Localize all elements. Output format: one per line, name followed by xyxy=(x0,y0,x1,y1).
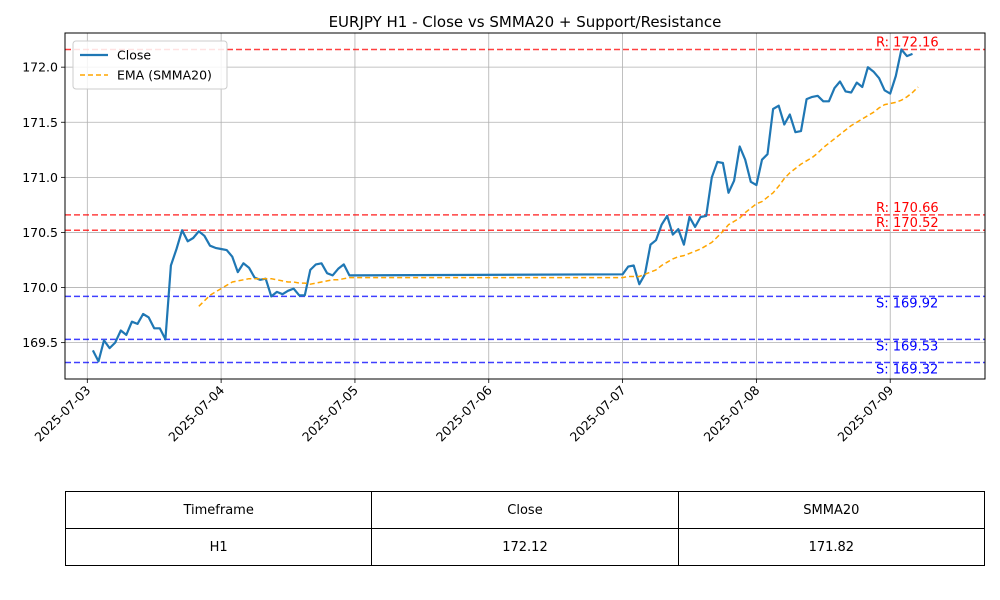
table-header-cell: Close xyxy=(371,491,679,529)
table-header-cell: Timeframe xyxy=(64,491,373,529)
support-resistance-levels: R: 172.16 R: 170.66R: 170.52 S: 169.92 S: 1… xyxy=(65,36,985,377)
y-tick-label: 171.5 xyxy=(22,115,58,130)
x-tick-label: 2025-07-04 xyxy=(165,382,227,444)
support-label: S: 169.32 xyxy=(876,362,938,377)
legend-label: Close xyxy=(117,48,151,63)
x-tick-label: 2025-07-03 xyxy=(31,383,93,445)
resistance-label: R: 170.52 xyxy=(876,216,939,231)
x-tick-label: 2025-07-08 xyxy=(701,382,763,444)
y-tick-label: 169.5 xyxy=(22,335,58,350)
x-tick-label: 2025-07-05 xyxy=(299,383,361,445)
table-header-cell: SMMA20 xyxy=(677,491,986,529)
support-label: S: 169.53 xyxy=(876,339,938,354)
x-tick-label: 2025-07-06 xyxy=(433,382,495,444)
legend: Close EMA (SMMA20) xyxy=(72,40,228,90)
table-row: H1 172.12 171.82 xyxy=(64,528,986,566)
plot-area xyxy=(65,33,985,379)
support-label: S: 169.92 xyxy=(876,296,938,311)
x-tick-label: 2025-07-07 xyxy=(567,383,629,445)
legend-label: EMA (SMMA20) xyxy=(117,68,212,83)
y-tick-label: 171.0 xyxy=(22,170,58,185)
plot-frame xyxy=(64,32,986,380)
resistance-label: R: 172.16 xyxy=(876,36,939,51)
table-cell: H1 xyxy=(64,528,373,566)
x-tick-label: 2025-07-09 xyxy=(834,382,896,444)
table-cell: 171.82 xyxy=(677,528,986,566)
chart-title: EURJPY H1 - Close vs SMMA20 + Support/Re… xyxy=(329,13,722,31)
series-line-1 xyxy=(198,86,919,307)
grid xyxy=(65,33,985,379)
table-cell: 172.12 xyxy=(371,528,679,566)
resistance-label: R: 170.66 xyxy=(876,201,939,216)
y-tick-label: 170.5 xyxy=(22,225,58,240)
chart-svg: EURJPY H1 - Close vs SMMA20 + Support/Re… xyxy=(22,13,986,445)
table-header-row: Timeframe Close SMMA20 xyxy=(64,491,986,529)
y-tick-label: 172.0 xyxy=(22,60,58,75)
series-layer xyxy=(91,48,919,363)
y-tick-label: 170.0 xyxy=(22,280,58,295)
legend-box xyxy=(72,40,228,90)
summary-table: Timeframe Close SMMA20 H1 172.12 171.82 xyxy=(64,491,986,566)
series-line-0 xyxy=(91,48,913,363)
